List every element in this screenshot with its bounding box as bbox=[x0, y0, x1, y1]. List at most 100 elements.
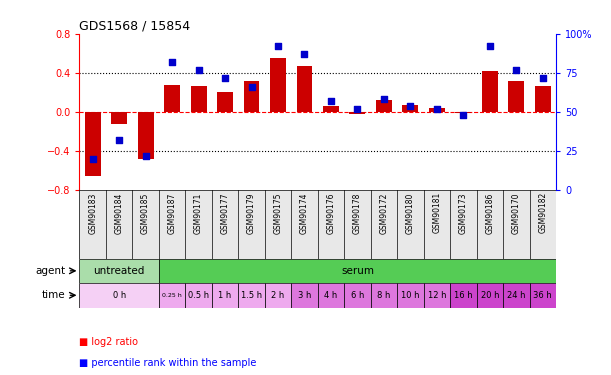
Bar bbox=[318, 283, 344, 308]
Point bbox=[458, 112, 468, 118]
Point bbox=[88, 156, 98, 162]
Text: 12 h: 12 h bbox=[428, 291, 446, 300]
Bar bbox=[265, 283, 291, 308]
Bar bbox=[159, 283, 185, 308]
Text: GSM90171: GSM90171 bbox=[194, 192, 203, 234]
Bar bbox=[238, 190, 265, 259]
Text: GSM90186: GSM90186 bbox=[485, 192, 494, 234]
Text: GSM90185: GSM90185 bbox=[141, 192, 150, 234]
Text: ■ percentile rank within the sample: ■ percentile rank within the sample bbox=[79, 357, 257, 368]
Bar bbox=[79, 259, 159, 283]
Text: 16 h: 16 h bbox=[454, 291, 473, 300]
Bar bbox=[423, 190, 450, 259]
Bar bbox=[217, 92, 233, 112]
Text: 10 h: 10 h bbox=[401, 291, 420, 300]
Text: GSM90182: GSM90182 bbox=[538, 192, 547, 234]
Point bbox=[141, 153, 150, 159]
Bar bbox=[397, 283, 423, 308]
Text: GSM90173: GSM90173 bbox=[459, 192, 468, 234]
Point bbox=[406, 103, 415, 109]
Text: serum: serum bbox=[341, 266, 374, 276]
Bar bbox=[212, 190, 238, 259]
Bar bbox=[429, 108, 445, 112]
Text: 2 h: 2 h bbox=[271, 291, 285, 300]
Bar bbox=[238, 283, 265, 308]
Point bbox=[194, 67, 203, 73]
Text: ■ log2 ratio: ■ log2 ratio bbox=[79, 337, 139, 347]
Bar bbox=[376, 100, 392, 112]
Text: 20 h: 20 h bbox=[481, 291, 499, 300]
Bar bbox=[349, 112, 365, 114]
Text: 36 h: 36 h bbox=[533, 291, 552, 300]
Text: GDS1568 / 15854: GDS1568 / 15854 bbox=[79, 20, 191, 33]
Text: GSM90179: GSM90179 bbox=[247, 192, 256, 234]
Text: GSM90184: GSM90184 bbox=[115, 192, 123, 234]
Text: 6 h: 6 h bbox=[351, 291, 364, 300]
Bar bbox=[477, 283, 503, 308]
Bar bbox=[244, 81, 260, 112]
Text: GSM90183: GSM90183 bbox=[88, 192, 97, 234]
Bar bbox=[185, 190, 212, 259]
Bar bbox=[450, 283, 477, 308]
Bar bbox=[318, 190, 344, 259]
Bar bbox=[535, 86, 551, 112]
Text: untreated: untreated bbox=[93, 266, 145, 276]
Bar bbox=[450, 190, 477, 259]
Point bbox=[273, 43, 283, 49]
Point bbox=[379, 96, 389, 102]
Text: GSM90175: GSM90175 bbox=[274, 192, 282, 234]
Bar bbox=[191, 86, 207, 112]
Bar bbox=[530, 283, 556, 308]
Bar bbox=[371, 190, 397, 259]
Point bbox=[247, 84, 257, 90]
Text: 1.5 h: 1.5 h bbox=[241, 291, 262, 300]
Bar bbox=[164, 85, 180, 112]
Text: GSM90180: GSM90180 bbox=[406, 192, 415, 234]
Text: 24 h: 24 h bbox=[507, 291, 525, 300]
Bar bbox=[503, 190, 530, 259]
Text: 4 h: 4 h bbox=[324, 291, 338, 300]
Text: 8 h: 8 h bbox=[377, 291, 390, 300]
Text: 1 h: 1 h bbox=[218, 291, 232, 300]
Text: GSM90172: GSM90172 bbox=[379, 192, 389, 234]
Text: GSM90181: GSM90181 bbox=[433, 192, 441, 234]
Text: 0.5 h: 0.5 h bbox=[188, 291, 209, 300]
Point bbox=[511, 67, 521, 73]
Bar bbox=[79, 190, 106, 259]
Text: GSM90178: GSM90178 bbox=[353, 192, 362, 234]
Text: GSM90187: GSM90187 bbox=[167, 192, 177, 234]
Text: GSM90177: GSM90177 bbox=[221, 192, 230, 234]
Point bbox=[432, 106, 442, 112]
Point bbox=[167, 59, 177, 65]
Bar bbox=[503, 283, 530, 308]
Bar bbox=[111, 112, 127, 124]
Bar bbox=[403, 105, 419, 112]
Bar bbox=[159, 259, 556, 283]
Bar bbox=[508, 81, 524, 112]
Text: agent: agent bbox=[35, 266, 65, 276]
Point bbox=[538, 75, 547, 81]
Point bbox=[326, 98, 336, 104]
Bar bbox=[137, 112, 153, 159]
Bar bbox=[530, 190, 556, 259]
Bar bbox=[482, 71, 498, 112]
Text: 0.25 h: 0.25 h bbox=[163, 293, 182, 298]
Bar bbox=[185, 283, 212, 308]
Bar bbox=[79, 283, 159, 308]
Text: time: time bbox=[42, 290, 65, 300]
Point bbox=[299, 51, 309, 57]
Bar bbox=[106, 190, 133, 259]
Bar bbox=[265, 190, 291, 259]
Point bbox=[114, 137, 124, 143]
Text: 3 h: 3 h bbox=[298, 291, 311, 300]
Text: GSM90174: GSM90174 bbox=[300, 192, 309, 234]
Text: GSM90176: GSM90176 bbox=[326, 192, 335, 234]
Point bbox=[220, 75, 230, 81]
Bar bbox=[159, 190, 185, 259]
Point bbox=[353, 106, 362, 112]
Bar bbox=[133, 190, 159, 259]
Bar bbox=[371, 283, 397, 308]
Bar bbox=[455, 112, 471, 113]
Text: GSM90170: GSM90170 bbox=[512, 192, 521, 234]
Bar bbox=[296, 66, 312, 112]
